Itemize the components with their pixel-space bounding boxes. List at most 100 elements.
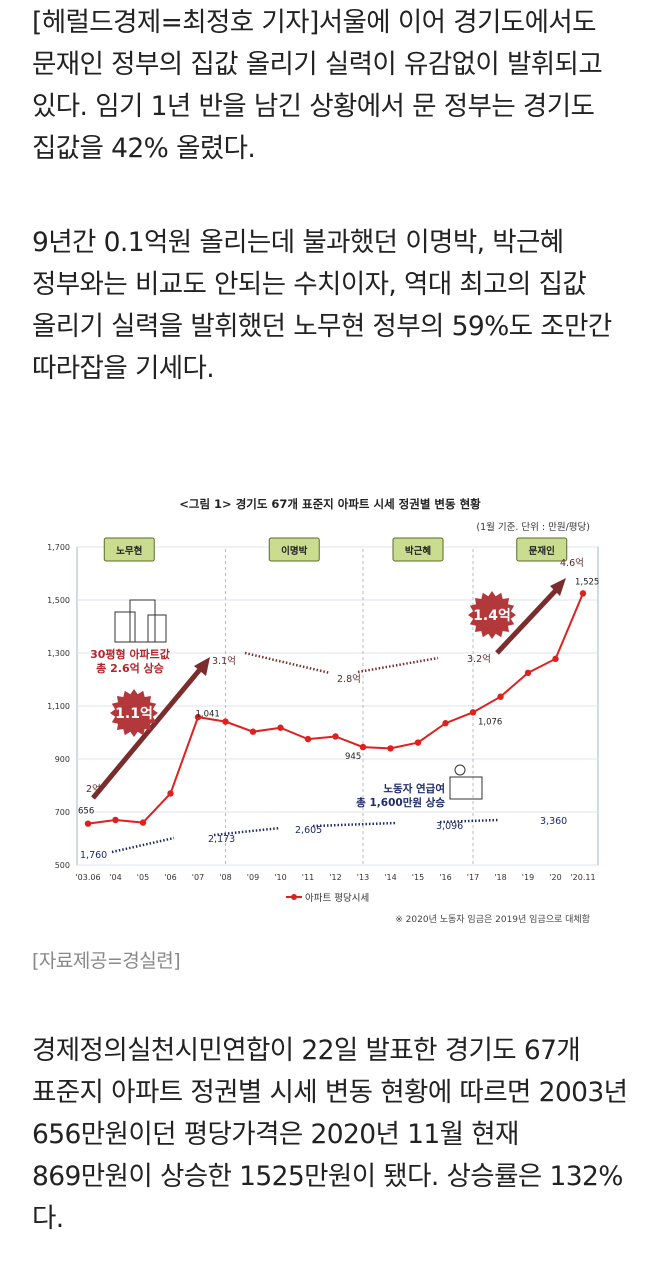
- price-label: 2.8억: [337, 673, 361, 685]
- wage-note: 총 1,600만원 상승: [356, 796, 445, 809]
- price-label: 4.6억: [560, 557, 584, 569]
- data-point: [387, 745, 394, 752]
- data-point: [552, 655, 559, 663]
- price-label: 3.2억: [467, 653, 491, 665]
- x-tick-label: '20.11: [570, 873, 595, 882]
- data-label: 1,041: [196, 710, 220, 720]
- building-part: [129, 599, 156, 643]
- wage-dotted-arrow: [439, 818, 499, 824]
- y-tick-label: 700: [55, 808, 70, 817]
- data-point: [222, 718, 229, 725]
- x-tick-label: '17: [467, 873, 479, 882]
- arrow-moonjaein: [495, 586, 560, 655]
- legend-marker: [291, 894, 297, 900]
- data-point: [277, 724, 284, 731]
- data-point: [359, 743, 367, 751]
- data-point: [497, 693, 504, 700]
- dotted-arrow: [244, 651, 331, 675]
- data-point: [442, 720, 449, 727]
- money-part: [449, 776, 483, 800]
- burst-badge: [468, 591, 516, 639]
- arrow-nomuhyun: [91, 665, 204, 800]
- data-point: [304, 735, 312, 743]
- building-part: [147, 614, 167, 643]
- legend: 아파트 평당시세: [286, 893, 369, 904]
- x-tick-label: '03.06: [75, 873, 100, 882]
- data-label: 656: [78, 807, 94, 817]
- article-paragraph: 9년간 0.1억원 올리는데 불과했던 이명박, 박근혜 정부와는 비교도 안되…: [32, 227, 612, 384]
- burst-label: 1.4억: [473, 608, 511, 624]
- era-label: 이명박: [281, 545, 307, 557]
- money-icon: [449, 764, 483, 800]
- data-point: [469, 709, 477, 716]
- y-tick-label: 1,100: [47, 702, 70, 711]
- article-paragraph: 경제정의실천시민연합이 22일 발표한 경기도 67개 표준지 아파트 정권별 …: [32, 1035, 628, 1234]
- building-part: [114, 611, 136, 643]
- series-line: [87, 592, 584, 825]
- burst-label: 1.1억: [115, 706, 153, 722]
- era-box: [516, 537, 568, 562]
- x-tick-label: '09: [247, 873, 259, 882]
- x-tick-label: '11: [302, 873, 314, 882]
- x-tick-label: '04: [109, 873, 121, 882]
- arrow-head: [550, 578, 566, 596]
- image-caption: [자료제공=경실련]: [32, 950, 181, 972]
- legend-label: 아파트 평당시세: [305, 893, 369, 904]
- x-tick-label: '19: [522, 873, 534, 882]
- wage-label: 2,173: [208, 834, 235, 845]
- y-tick-label: 900: [55, 755, 70, 764]
- era-label: 노무현: [116, 545, 142, 557]
- x-tick-label: '12: [329, 873, 341, 882]
- x-tick-label: '10: [274, 873, 286, 882]
- chart-title: <그림 1> 경기도 67개 표준지 아파트 시세 정권별 변동 현황: [179, 497, 481, 511]
- y-tick-label: 1,300: [47, 649, 70, 658]
- data-point: [194, 713, 202, 721]
- data-point: [167, 790, 174, 797]
- building-icon: [114, 599, 167, 643]
- chart-image: <그림 1> 경기도 67개 표준지 아파트 시세 정권별 변동 현황 (1월 …: [47, 497, 599, 925]
- x-tick-label: '15: [412, 873, 424, 882]
- burst-badge: [110, 689, 158, 737]
- data-label: 1,076: [478, 717, 502, 727]
- x-tick-label: '20: [549, 873, 561, 882]
- x-tick-label: '07: [192, 873, 204, 882]
- data-point: [579, 590, 587, 597]
- wage-label: 3,360: [540, 816, 567, 827]
- price-label: 3.1억: [212, 655, 236, 667]
- era-box: [392, 537, 444, 562]
- x-tick-label: '13: [357, 873, 369, 882]
- era-label: 문재인: [529, 545, 555, 557]
- chart-footnote: ※ 2020년 노동자 임금은 2019년 임금으로 대체함: [395, 913, 590, 925]
- wage-label: 1,760: [80, 850, 107, 861]
- chart-subtitle: (1월 기준. 단위 : 만원/평당): [476, 521, 590, 533]
- wage-label: 2,605: [295, 825, 322, 836]
- wage-dotted-arrow: [312, 821, 397, 828]
- data-point: [84, 820, 92, 827]
- apartment-note: 30평형 아파트값: [90, 647, 170, 661]
- data-point: [249, 728, 257, 735]
- data-label: 1,525: [575, 577, 599, 587]
- x-tick-label: '16: [439, 873, 451, 882]
- data-point: [332, 733, 339, 740]
- dotted-arrow: [357, 656, 439, 674]
- x-tick-label: '14: [384, 873, 396, 882]
- data-point: [524, 669, 532, 677]
- data-point: [414, 739, 422, 746]
- money-part: [454, 764, 466, 776]
- y-tick-label: 500: [55, 861, 70, 870]
- x-tick-label: '06: [164, 873, 176, 882]
- x-tick-label: '05: [137, 873, 149, 882]
- era-label: 박근혜: [405, 545, 431, 557]
- era-box: [103, 537, 155, 562]
- x-tick-label: '08: [219, 873, 231, 882]
- y-tick-label: 1,500: [47, 596, 70, 605]
- article-paragraph: [헤럴드경제=최정호 기자]서울에 이어 경기도에서도 문재인 정부의 집값 올…: [32, 7, 603, 164]
- wage-label: 3,096: [436, 821, 463, 832]
- y-tick-label: 1,700: [47, 543, 70, 552]
- era-box: [268, 537, 320, 562]
- wage-note: 노동자 연급여: [383, 782, 445, 795]
- apartment-note: 총 2.6억 상승: [96, 661, 164, 675]
- arrow-head: [194, 657, 210, 676]
- wage-dotted-arrow: [111, 836, 175, 854]
- price-label: 2억: [86, 783, 101, 795]
